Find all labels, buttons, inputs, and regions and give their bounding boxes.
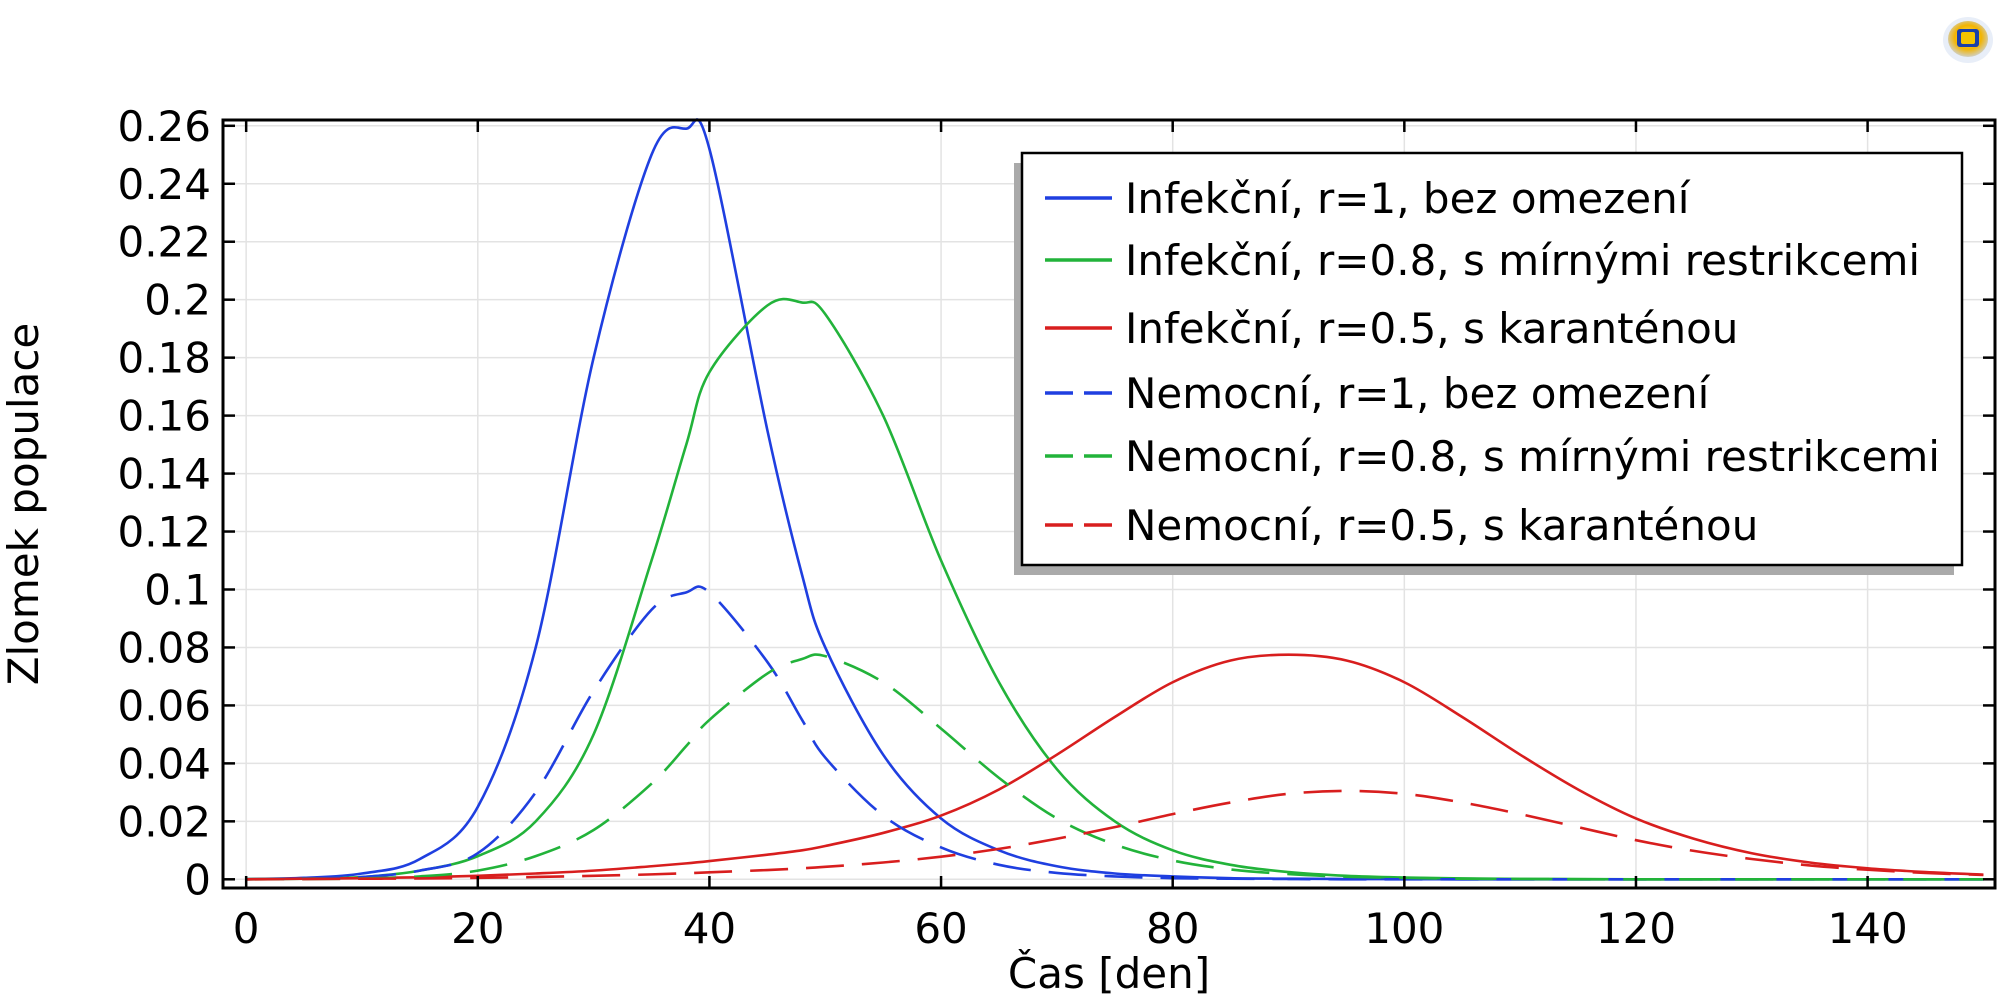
y-tick-label: 0.26: [117, 102, 211, 151]
legend-label: Nemocní, r=1, bez omezení: [1125, 369, 1711, 418]
legend-box: [1020, 151, 1964, 567]
legend-label: Infekční, r=0.5, s karanténou: [1125, 304, 1738, 353]
x-tick-label: 40: [683, 904, 736, 953]
y-tick-label: 0.18: [117, 334, 211, 383]
comsol-logo-icon: [1943, 17, 1993, 63]
y-tick-label: 0.22: [117, 218, 211, 267]
y-tick-label: 0.02: [117, 797, 211, 846]
y-tick-label: 0.16: [117, 392, 211, 441]
series-line-4: [246, 585, 1984, 881]
legend-label: Infekční, r=1, bez omezení: [1125, 174, 1691, 223]
legend-label: Nemocní, r=0.8, s mírnými restrikcemi: [1125, 432, 1940, 481]
y-tick-label: 0.2: [144, 276, 211, 325]
x-tick-label: 80: [1146, 904, 1199, 953]
axis-ticks: [223, 120, 1995, 888]
y-tick-label: 0: [184, 855, 211, 904]
y-tick-label: 0.06: [117, 681, 211, 730]
legend: Infekční, r=1, bez omezení Infekční, r=0.…: [1014, 151, 1964, 575]
series-line-6: [246, 789, 1984, 881]
y-tick-label: 0.08: [117, 623, 211, 672]
y-tick-label: 0.12: [117, 508, 211, 557]
legend-label: Nemocní, r=0.5, s karanténou: [1125, 501, 1758, 550]
x-tick-label: 0: [233, 904, 260, 953]
y-tick-label: 0.1: [144, 565, 211, 614]
series-line-5: [246, 653, 1984, 881]
y-tick-label: 0.04: [117, 739, 211, 788]
y-axis-title: Zlomek populace: [0, 323, 48, 686]
x-tick-label: 120: [1596, 904, 1676, 953]
legend-label: Infekční, r=0.8, s mírnými restrikcemi: [1125, 236, 1920, 285]
x-tick-label: 140: [1828, 904, 1908, 953]
x-axis-title: Čas [den]: [1008, 948, 1210, 998]
y-tick-label: 0.14: [117, 450, 211, 499]
series-line-3: [246, 653, 1984, 881]
plot-frame: [221, 118, 1997, 890]
y-tick-label: 0.24: [117, 160, 211, 209]
y-tick-labels: 0 0.02 0.04 0.06 0.08 0.1 0.12 0.14 0.16 0.18 0.2 0…: [117, 102, 211, 905]
x-tick-label: 20: [451, 904, 504, 953]
x-tick-label: 100: [1364, 904, 1444, 953]
x-tick-label: 60: [914, 904, 967, 953]
series-lines: [246, 118, 1984, 881]
x-tick-labels: 0 20 40 60 80 100 120 140: [233, 904, 1908, 953]
